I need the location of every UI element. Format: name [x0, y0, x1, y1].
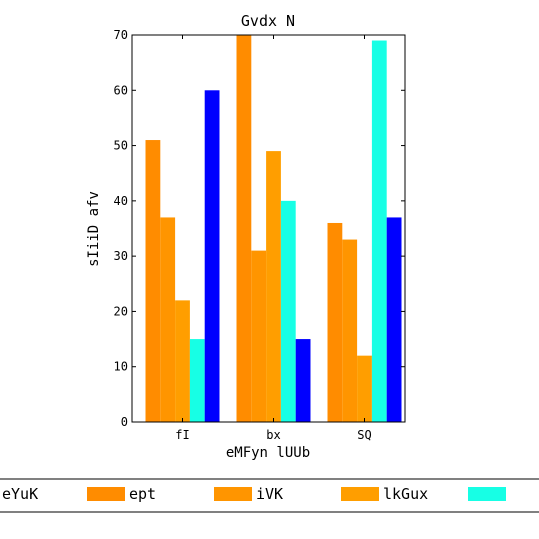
legend-label: ept	[129, 485, 156, 503]
chart-title: Gvdx N	[241, 12, 295, 30]
x-tick-label: bx	[266, 428, 280, 442]
legend-label: iVK	[256, 485, 283, 503]
bar	[280, 200, 296, 422]
y-tick-label: 60	[114, 83, 128, 97]
legend-label: lkGux	[383, 485, 428, 503]
bar	[189, 339, 205, 422]
bar	[342, 239, 358, 422]
bars-group	[145, 35, 402, 423]
legend-swatch	[468, 487, 506, 501]
legend-swatch	[214, 487, 252, 501]
bar	[236, 35, 252, 422]
y-tick-label: 30	[114, 249, 128, 263]
y-tick-label: 0	[121, 415, 128, 429]
x-axis-label: eMFyn lUUb	[226, 445, 310, 461]
bar	[266, 151, 281, 422]
legend-swatch	[87, 487, 125, 501]
bar	[295, 339, 311, 422]
bar	[204, 90, 220, 422]
x-axis: fI bx SQ	[175, 35, 372, 442]
bar	[357, 355, 372, 422]
bar	[251, 250, 267, 422]
legend-swatch	[341, 487, 379, 501]
bar	[145, 140, 161, 423]
legend: eYuK ept iVK lkGux	[0, 478, 539, 513]
x-tick-label: SQ	[357, 428, 371, 442]
bar	[160, 217, 176, 422]
legend-label: eYuK	[2, 485, 38, 503]
bar	[371, 40, 387, 422]
y-tick-label: 50	[114, 139, 128, 153]
y-tick-label: 70	[114, 28, 128, 42]
y-tick-label: 20	[114, 304, 128, 318]
bar	[327, 222, 343, 422]
y-axis-label: sIiiD afv	[86, 191, 102, 267]
bar	[386, 217, 402, 422]
plot-frame	[131, 34, 406, 423]
y-axis: 0 10 20 30 40 50 60 70	[114, 28, 405, 429]
y-tick-label: 40	[114, 194, 128, 208]
y-tick-label: 10	[114, 360, 128, 374]
x-tick-label: fI	[175, 428, 189, 442]
bar	[175, 300, 190, 422]
